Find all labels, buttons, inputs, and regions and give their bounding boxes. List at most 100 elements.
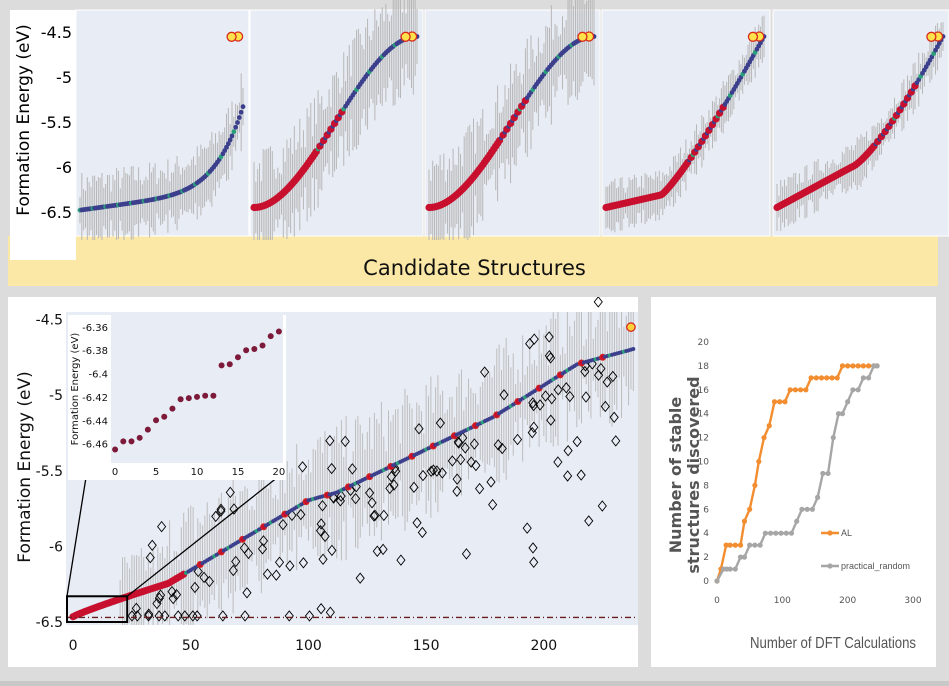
main-diamond-marker	[414, 423, 424, 435]
inset-data-point	[234, 354, 241, 361]
main-diamond-marker	[466, 456, 476, 468]
series-marker	[813, 375, 819, 381]
main-diamond-marker	[432, 465, 442, 477]
main-diamond-marker	[145, 551, 155, 564]
main-diamond-marker	[199, 571, 209, 584]
main-diamond-marker	[218, 610, 228, 622]
series-marker	[766, 423, 772, 429]
main-diamond-marker	[389, 479, 399, 491]
inset-data-point	[275, 328, 282, 335]
series-marker	[782, 399, 788, 405]
top-data-point	[231, 129, 237, 135]
main-diamond-marker	[593, 297, 603, 308]
right-xtick-label: 200	[839, 596, 856, 606]
inset-data-point	[243, 347, 250, 354]
zoom-connector	[126, 472, 284, 597]
series-marker	[839, 363, 846, 369]
inset-data-point	[185, 395, 192, 402]
main-ylabel: Formation Energy (eV)	[15, 371, 35, 562]
main-diamond-marker	[497, 442, 507, 455]
inset-data-point	[112, 446, 119, 453]
main-diamond-marker	[602, 376, 612, 388]
right-ytick-label: 8	[703, 481, 709, 491]
inset-data-point	[136, 434, 143, 441]
right-ytick-label: 2	[703, 553, 709, 563]
series-marker	[723, 542, 729, 548]
bottom-strip	[0, 681, 949, 686]
right-ytick-label: 12	[698, 434, 709, 444]
main-diamond-marker	[609, 411, 619, 424]
inset-ytick-label: -6.44	[82, 416, 108, 427]
inset-ytick-label: -6.46	[82, 440, 108, 451]
series-marker	[845, 399, 851, 405]
main-diamond-marker	[563, 444, 573, 457]
main-diamond-marker	[409, 481, 419, 494]
main-diamond-marker	[386, 470, 396, 483]
inset-data-point	[169, 405, 176, 412]
main-diamond-marker	[529, 556, 539, 569]
series-marker	[761, 435, 767, 441]
main-diamond-marker	[428, 464, 438, 476]
right-xtick-label: 300	[904, 596, 921, 606]
main-diamond-marker	[565, 390, 575, 403]
inset-ytick-label: -6.4	[88, 370, 108, 381]
main-diamond-marker	[204, 575, 214, 588]
series-marker	[732, 542, 738, 548]
main-diamond-marker	[611, 435, 621, 447]
main-diamond-marker	[461, 548, 472, 560]
main-diamond-marker	[512, 433, 523, 446]
main-diamond-marker	[355, 572, 365, 584]
right-xtick-label: 0	[714, 596, 720, 606]
main-diamond-marker	[132, 610, 142, 622]
series-marker	[839, 411, 846, 417]
top-highlight-point	[747, 31, 759, 42]
main-diamond-marker	[167, 585, 177, 598]
inset-data-point	[128, 438, 135, 445]
series-marker	[804, 506, 810, 512]
main-diamond-marker	[144, 610, 154, 622]
main-diamond-marker	[188, 610, 198, 622]
main-ytick-label: -6.5	[36, 615, 63, 631]
inset-ytick-label: -6.38	[82, 346, 108, 357]
main-diamond-marker	[240, 610, 250, 622]
right-ytick-label: 6	[703, 505, 709, 515]
right-ytick-label: 0	[703, 577, 709, 587]
top-subplot	[601, 9, 771, 237]
top-subplot	[424, 0, 601, 240]
right-ytick-label: 20	[698, 338, 710, 348]
series-marker	[778, 530, 784, 536]
main-diamond-marker	[367, 497, 377, 509]
inset-data-point	[218, 362, 225, 369]
series-marker	[815, 494, 821, 500]
main-diamond-marker	[447, 455, 457, 467]
series-marker	[741, 554, 748, 560]
top-ytick-label: -5.5	[41, 113, 72, 132]
inset-ylabel: Formation Energy (eV)	[70, 333, 81, 446]
top-ytick-label: -6	[56, 158, 72, 177]
right-ytick-label: 14	[698, 410, 710, 420]
series-marker	[855, 363, 861, 369]
series-marker	[762, 530, 768, 536]
series-marker	[787, 387, 793, 393]
main-diamond-marker	[318, 553, 328, 565]
series-marker	[771, 399, 778, 405]
right-ytick-label: 16	[698, 386, 710, 396]
inset-data-point	[153, 417, 160, 424]
top-highlight-point	[400, 31, 411, 42]
main-diamond-marker	[396, 554, 406, 566]
main-diamond-marker	[193, 565, 203, 578]
right-chart-panel	[651, 297, 936, 667]
main-diamond-marker	[369, 510, 379, 522]
main-diamond-marker	[437, 467, 447, 479]
main-diamond-marker	[180, 610, 190, 622]
inset-data-point	[161, 413, 168, 420]
main-diamond-marker	[391, 465, 401, 478]
main-diamond-marker	[257, 543, 268, 555]
inset-data-point	[194, 393, 200, 400]
series-marker	[788, 530, 795, 536]
main-diamond-marker	[529, 421, 539, 433]
main-diamond-marker	[426, 465, 436, 478]
main-diamond-marker	[435, 417, 445, 429]
main-diamond-marker	[285, 560, 295, 572]
